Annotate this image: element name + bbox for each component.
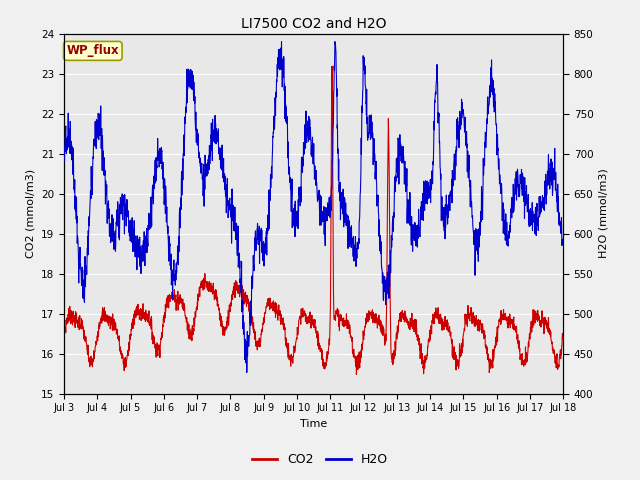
Y-axis label: H2O (mmol/m3): H2O (mmol/m3) — [599, 169, 609, 258]
Y-axis label: CO2 (mmol/m3): CO2 (mmol/m3) — [26, 169, 35, 258]
Title: LI7500 CO2 and H2O: LI7500 CO2 and H2O — [241, 17, 387, 31]
Text: WP_flux: WP_flux — [67, 44, 119, 58]
X-axis label: Time: Time — [300, 419, 327, 429]
Legend: CO2, H2O: CO2, H2O — [247, 448, 393, 471]
